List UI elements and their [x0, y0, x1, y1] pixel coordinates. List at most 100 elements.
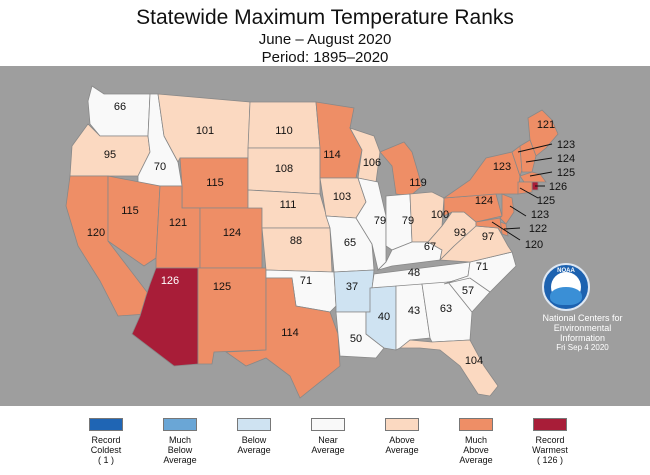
- rank-label-la: 50: [350, 333, 362, 345]
- rank-label-va: 97: [482, 231, 494, 243]
- rank-label-nd: 110: [275, 125, 293, 137]
- rank-label-mi: 119: [409, 177, 427, 189]
- rank-label-ok: 71: [300, 275, 312, 287]
- rank-label-tn: 48: [408, 267, 420, 279]
- legend-swatch-near: [311, 418, 345, 431]
- rank-label-ut: 121: [169, 217, 187, 229]
- legend-item-record-coldest: Record Coldest ( 1 ): [66, 418, 146, 465]
- noaa-logo-text: NOAA: [557, 268, 575, 274]
- legend-item-record-warmest: Record Warmest ( 126 ): [510, 418, 590, 465]
- state-tx: [224, 277, 341, 399]
- rank-label-ny: 123: [493, 161, 511, 173]
- rank-label-nm: 125: [213, 281, 231, 293]
- rank-label-ri: 126: [549, 181, 567, 193]
- rank-label-mn: 114: [323, 149, 341, 161]
- legend-label-line: Above: [389, 435, 415, 445]
- state-mn: [315, 101, 363, 179]
- credit-date: Fri Sep 4 2020: [556, 343, 609, 352]
- state-pa: [443, 193, 503, 223]
- rank-label-id: 70: [154, 161, 166, 173]
- legend-label-line: Above: [463, 445, 489, 455]
- rank-label-wy: 115: [206, 177, 224, 189]
- state-nc: [443, 251, 517, 293]
- rank-label-ca: 120: [87, 227, 105, 239]
- rank-label-ne: 111: [280, 199, 297, 211]
- legend-item-near: Near Average: [288, 418, 368, 455]
- leader-line-nj: [509, 205, 527, 217]
- legend-swatch-above: [385, 418, 419, 431]
- rank-label-wi: 106: [363, 157, 381, 169]
- legend-swatch-below: [237, 418, 271, 431]
- state-nv: [107, 175, 161, 267]
- rank-label-il: 79: [374, 215, 386, 227]
- legend-label-line: Below: [241, 435, 267, 445]
- credit-line-1: National Centers for: [542, 313, 623, 323]
- legend-label-line: Below: [167, 445, 193, 455]
- rank-label-nv: 115: [121, 205, 139, 217]
- rank-label-mo: 65: [344, 237, 356, 249]
- leader-line-md: [491, 221, 521, 241]
- legend-item-much-above: Much Above Average: [436, 418, 516, 465]
- us-state-map: 66 95 120 70 115 101 115 121 124 126 125…: [0, 66, 650, 406]
- rank-label-oh: 100: [431, 209, 449, 221]
- legend-label-line: Average: [385, 445, 419, 455]
- legend-label-line: Record: [535, 435, 565, 445]
- legend-item-below: Below Average: [214, 418, 294, 455]
- legend-label-line: Much: [464, 435, 487, 445]
- rank-label-ma: 125: [557, 167, 575, 179]
- map-title: Statewide Maximum Temperature Ranks: [136, 6, 514, 29]
- rank-labels: 66 95 120 70 115 101 115 121 124 126 125…: [87, 101, 575, 367]
- legend-label-below: Below Average: [214, 435, 294, 455]
- leader-line-de: [503, 227, 521, 230]
- rank-label-or: 95: [104, 149, 116, 161]
- legend-label-record-warmest: Record Warmest ( 126 ): [510, 435, 590, 465]
- legend-label-much-below: Much Below Average: [140, 435, 220, 465]
- noaa-logo-wave: [550, 287, 582, 305]
- rank-label-ia: 103: [333, 191, 351, 203]
- rank-label-co: 124: [223, 227, 241, 239]
- rank-label-mt: 101: [196, 125, 214, 137]
- rank-label-nj: 123: [531, 209, 549, 221]
- legend-label-record-coldest: Record Coldest ( 1 ): [66, 435, 146, 465]
- map-subtitle-season: June – August 2020: [258, 31, 392, 48]
- rank-label-sd: 108: [275, 163, 293, 175]
- state-fl: [398, 339, 499, 397]
- rank-label-wa: 66: [114, 101, 126, 113]
- legend-label-line: Warmest: [532, 445, 568, 455]
- rank-label-ar: 37: [346, 281, 358, 293]
- legend-label-line: Coldest: [90, 445, 122, 455]
- rank-label-ga: 63: [440, 303, 452, 315]
- rank-label-in: 79: [402, 215, 414, 227]
- rank-label-sc: 57: [462, 285, 474, 297]
- legend-label-line: Average: [237, 445, 271, 455]
- legend-label-line: ( 126 ): [536, 455, 563, 465]
- state-mi: [379, 141, 423, 197]
- credit-line-3: Information: [559, 333, 606, 343]
- rank-label-ky: 67: [424, 241, 436, 253]
- state-md: [475, 217, 503, 235]
- map-legend: Record Coldest ( 1 ) Much Below Average …: [0, 418, 650, 475]
- map-subtitle-period: Period: 1895–2020: [261, 49, 389, 66]
- legend-swatch-much-below: [163, 418, 197, 431]
- rank-label-wv: 93: [454, 227, 466, 239]
- rank-label-ct: 125: [537, 195, 555, 207]
- legend-item-much-below: Much Below Average: [140, 418, 220, 465]
- rank-label-nh: 124: [557, 153, 575, 165]
- rank-label-ms: 40: [378, 311, 390, 323]
- noaa-logo: NOAA: [542, 263, 590, 311]
- legend-label-line: ( 1 ): [97, 455, 114, 465]
- state-ct: [517, 181, 533, 195]
- state-nm: [197, 267, 267, 365]
- leader-lines: [491, 143, 553, 241]
- legend-label-line: Near: [318, 435, 338, 445]
- legend-label-much-above: Much Above Average: [436, 435, 516, 465]
- legend-label-line: Average: [311, 445, 345, 455]
- rank-label-pa: 124: [475, 195, 493, 207]
- rank-label-nc: 71: [476, 261, 488, 273]
- legend-swatch-record-coldest: [89, 418, 123, 431]
- rank-label-vt: 123: [557, 139, 575, 151]
- legend-swatch-record-warmest: [533, 418, 567, 431]
- legend-label-line: Record: [91, 435, 121, 445]
- leader-line-vt: [517, 143, 553, 153]
- leader-line-ct: [519, 187, 539, 199]
